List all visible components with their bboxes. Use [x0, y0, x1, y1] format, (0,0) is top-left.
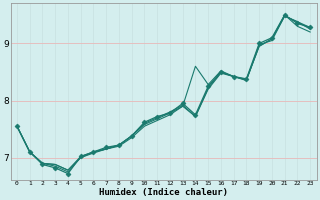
X-axis label: Humidex (Indice chaleur): Humidex (Indice chaleur)	[99, 188, 228, 197]
